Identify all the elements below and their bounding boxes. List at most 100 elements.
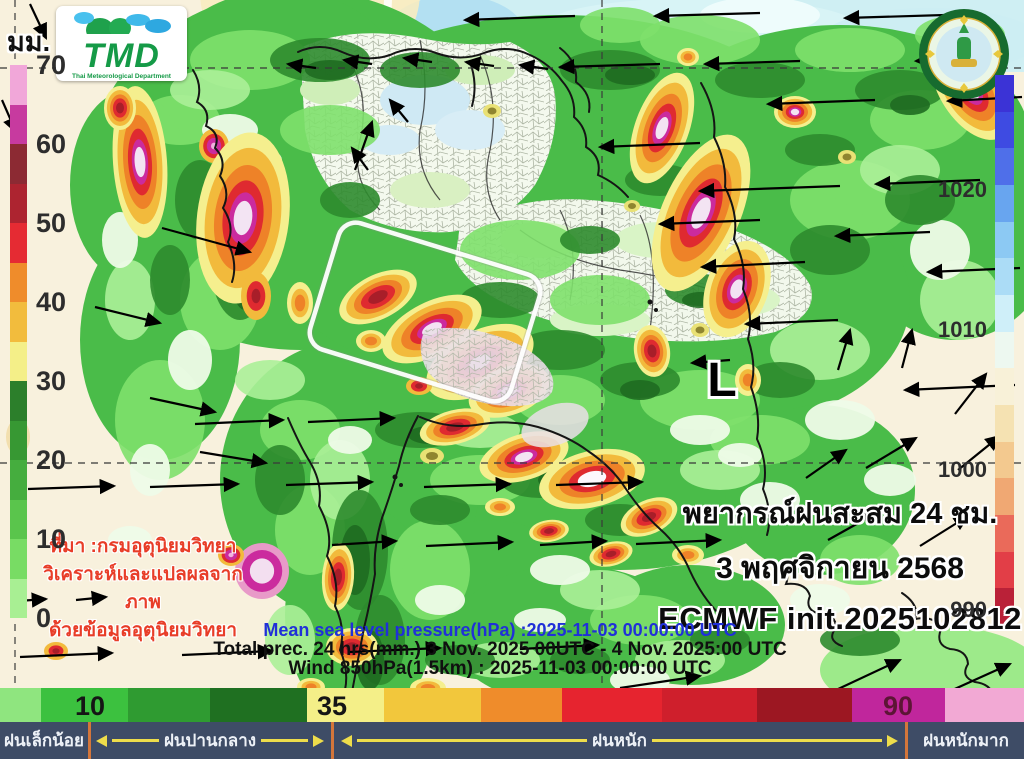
rainfall-scale-tick: 40 xyxy=(36,287,67,317)
legend-categories: ฝนเล็กน้อย ฝนปานกลาง ฝนหนัก ฝนหนักมาก xyxy=(0,722,1024,759)
scale-segment xyxy=(995,551,1014,589)
title-line-2: 3 พฤศจิกายน 2568 xyxy=(716,552,964,585)
arrow-right-icon xyxy=(313,734,325,747)
scale-segment xyxy=(10,223,27,263)
title-line-3: ECMWF init.2025102812 xyxy=(658,601,1022,636)
data-timestamps: Mean sea level pressure(hPa) :2025-11-03… xyxy=(140,620,860,679)
legend-heavy-rain: ฝนหนัก xyxy=(336,722,903,759)
scale-segment xyxy=(10,104,27,144)
scale-segment xyxy=(995,404,1014,442)
scale-segment xyxy=(10,578,27,618)
scale-segment xyxy=(10,183,27,223)
source-line-3: ด้วยข้อมูลอุตุนิยมวิทยา xyxy=(48,620,238,641)
legend-moderate-rain: ฝนปานกลาง xyxy=(91,722,329,759)
legend-category-label: ฝนหนักมาก xyxy=(923,731,1009,750)
scale-segment xyxy=(10,341,27,381)
legend-threshold-value: 90 xyxy=(882,691,914,721)
legend-threshold-value: 35 xyxy=(316,691,348,721)
rainfall-scale-tick: 10 xyxy=(36,524,67,554)
arrow-line xyxy=(112,739,159,742)
unit-label: มม. xyxy=(7,27,51,57)
scale-segment xyxy=(10,499,27,539)
legend-bar-segment xyxy=(562,688,662,722)
legend-divider xyxy=(88,722,91,759)
legend-bar-segment xyxy=(662,688,757,722)
title-line-1: พยากรณ์ฝนสะสม 24 ชม. xyxy=(682,498,998,530)
legend-bar-segment xyxy=(852,688,945,722)
arrow-line xyxy=(261,739,309,742)
mslp-timestamp: Mean sea level pressure(hPa) :2025-11-03… xyxy=(263,620,737,640)
scale-segment xyxy=(995,441,1014,479)
cloud-icon xyxy=(73,12,94,24)
legend-category-label: ฝนปานกลาง xyxy=(163,731,257,750)
precip-timestamp: Total prec. 24 hrs(mm.) 3 Nov. 2025 00UT… xyxy=(213,639,787,660)
legend-threshold-value: 10 xyxy=(74,691,106,721)
cloud-icon xyxy=(125,14,150,26)
scale-segment xyxy=(10,539,27,579)
rainfall-scale-tick: 20 xyxy=(36,445,67,475)
arrow-line xyxy=(651,739,883,742)
pressure-scale-tick: 1020 xyxy=(938,177,987,202)
title-block: พยากรณ์ฝนสะสม 24 ชม. 3 พฤศจิกายน 2568 EC… xyxy=(655,490,1024,646)
scale-segment xyxy=(995,368,1014,405)
arrow-line xyxy=(357,739,588,742)
rainfall-scale-tick: 50 xyxy=(36,208,67,238)
arrow-right-icon xyxy=(887,734,899,747)
scale-segment xyxy=(995,258,1014,295)
scale-segment xyxy=(10,144,27,184)
legend-category-label: ฝนเล็กน้อย xyxy=(4,731,84,750)
scale-segment xyxy=(995,294,1014,332)
legend-bar-segment xyxy=(0,688,41,722)
pressure-scale-tick: 1000 xyxy=(938,457,987,482)
source-attribution: ที่มา :กรมอุตุนิยมวิทยา วิเคราะห์และแปลผ… xyxy=(28,533,258,645)
arrow-left-icon xyxy=(96,734,107,747)
scale-segment xyxy=(995,111,1014,149)
scale-segment xyxy=(10,381,27,421)
legend-bar-segment xyxy=(481,688,562,722)
scale-segment xyxy=(995,514,1014,552)
department-seal xyxy=(919,9,1009,99)
pressure-scale-tick: 990 xyxy=(950,597,987,622)
pressure-scale-tick: 1010 xyxy=(938,317,987,342)
scale-segment xyxy=(10,302,27,342)
source-line-1: ที่มา :กรมอุตุนิยมวิทยา xyxy=(49,536,237,557)
arrow-left-icon xyxy=(341,734,352,747)
tmd-logo-art xyxy=(73,12,171,42)
rainfall-scale-tick: 60 xyxy=(36,129,67,159)
scale-segment xyxy=(995,148,1014,185)
scale-segment xyxy=(995,331,1014,369)
tmd-logo: TMD Thai Meteorological Department xyxy=(56,6,187,81)
legend-color-bar xyxy=(0,688,1024,722)
rainfall-scale-bar xyxy=(10,65,27,618)
legend-bar-segment xyxy=(128,688,210,722)
scale-segment xyxy=(10,262,27,302)
legend-bar-segment xyxy=(945,688,1024,722)
scale-segment xyxy=(995,478,1014,515)
scale-segment xyxy=(10,460,27,500)
cloud-icon xyxy=(144,19,171,33)
legend-bar-segment xyxy=(307,688,384,722)
rainfall-scale-tick: 30 xyxy=(36,366,67,396)
scale-segment xyxy=(995,184,1014,222)
scale-segment xyxy=(10,420,27,460)
scale-segment xyxy=(10,65,27,105)
legend-bar-segment xyxy=(41,688,128,722)
scale-segment xyxy=(995,221,1014,259)
legend-bar-segment xyxy=(384,688,481,722)
source-line-2: วิเคราะห์และแปลผลจากภาพ xyxy=(43,564,243,613)
low-pressure-marker: L xyxy=(707,354,736,407)
wind-timestamp: Wind 850hPa(1.5km) : 2025-11-03 00:00:00… xyxy=(288,658,712,679)
scale-segment xyxy=(995,75,1014,112)
pressure-scale-bar xyxy=(995,75,1014,625)
legend-very-heavy-rain: ฝนหนักมาก xyxy=(908,722,1024,759)
rainfall-scale-tick: 70 xyxy=(36,50,67,80)
rainfall-scale-tick: 0 xyxy=(36,603,52,633)
tmd-acronym: TMD xyxy=(83,37,160,75)
scale-segment xyxy=(995,588,1014,625)
legend-category-label: ฝนหนัก xyxy=(592,731,647,750)
legend-bar-segment xyxy=(757,688,852,722)
legend-bar-segment xyxy=(210,688,307,722)
legend-divider xyxy=(905,722,908,759)
